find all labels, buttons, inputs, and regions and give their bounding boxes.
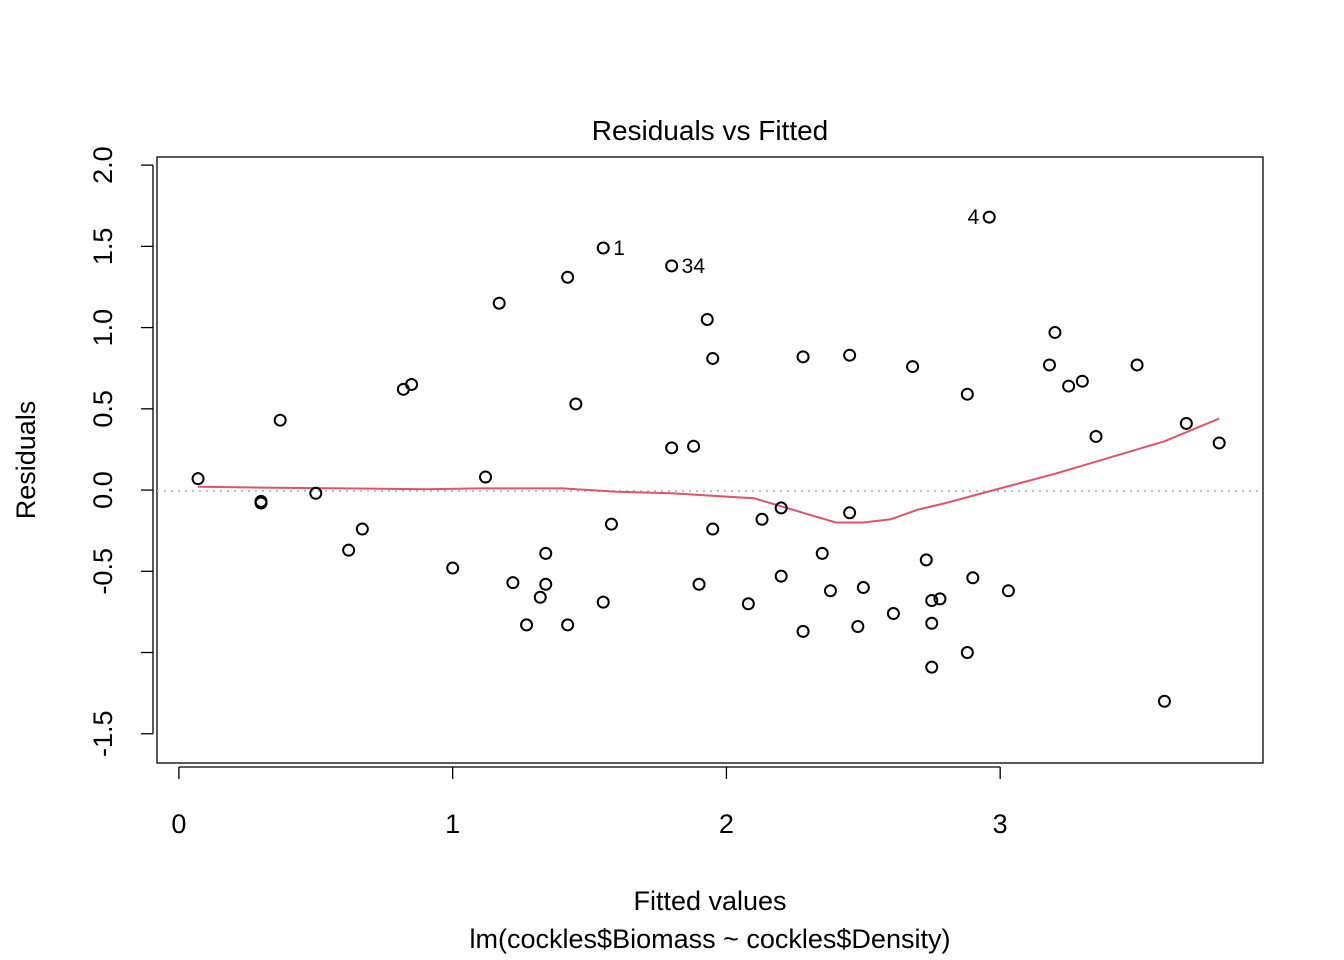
data-point xyxy=(539,577,553,591)
data-point xyxy=(906,360,920,374)
plot-frame xyxy=(156,156,1264,764)
data-point xyxy=(843,506,857,520)
data-point xyxy=(1042,358,1056,372)
smooth-group xyxy=(198,417,1220,524)
data-point xyxy=(960,387,974,401)
data-point xyxy=(665,441,679,455)
data-point xyxy=(309,486,323,500)
data-point xyxy=(1075,374,1089,388)
data-point xyxy=(665,259,679,273)
chart-subtitle: lm(cockles$Biomass ~ cockles$Density) xyxy=(470,924,951,954)
data-point xyxy=(851,620,865,634)
data-point xyxy=(925,616,939,630)
y-tick-label: 0.0 xyxy=(88,471,118,509)
point-label: 4 xyxy=(968,206,980,229)
point-label: 34 xyxy=(682,255,706,278)
data-point xyxy=(687,439,701,453)
x-tick-label: 0 xyxy=(171,809,186,839)
x-tick-label: 3 xyxy=(993,809,1008,839)
data-point xyxy=(1179,416,1193,430)
smooth-line xyxy=(198,417,1220,524)
x-tick-label: 2 xyxy=(719,809,734,839)
y-tick-label: 2.0 xyxy=(88,146,118,184)
data-point xyxy=(1212,436,1226,450)
data-point xyxy=(755,512,769,526)
data-point xyxy=(492,296,506,310)
data-point xyxy=(796,624,810,638)
data-point xyxy=(539,546,553,560)
y-tick-label: 1.0 xyxy=(88,309,118,347)
data-point xyxy=(191,472,205,486)
data-point xyxy=(569,397,583,411)
data-point xyxy=(933,592,947,606)
data-point xyxy=(561,618,575,632)
x-axis-label: Fitted values xyxy=(633,886,786,916)
data-point xyxy=(919,553,933,567)
data-point xyxy=(843,348,857,362)
data-point xyxy=(815,546,829,560)
data-point xyxy=(700,312,714,326)
data-point xyxy=(342,543,356,557)
data-point xyxy=(741,597,755,611)
y-tick-label: 0.5 xyxy=(88,390,118,428)
x-axis: 0 1 2 3 xyxy=(171,766,1008,839)
y-axis: -1.5 -0.5 0.0 0.5 1.0 1.5 2.0 xyxy=(88,146,154,757)
data-point xyxy=(596,241,610,255)
data-point xyxy=(886,607,900,621)
data-point xyxy=(506,576,520,590)
data-point xyxy=(561,270,575,284)
data-point xyxy=(1062,379,1076,393)
data-point xyxy=(1157,694,1171,708)
data-point xyxy=(796,350,810,364)
chart-title: Residuals vs Fitted xyxy=(592,115,829,146)
data-point xyxy=(966,571,980,585)
data-point xyxy=(706,351,720,365)
data-point xyxy=(960,646,974,660)
data-point xyxy=(405,377,419,391)
data-point xyxy=(823,584,837,598)
data-point xyxy=(396,382,410,396)
data-point xyxy=(254,496,268,510)
x-tick-label: 1 xyxy=(445,809,460,839)
y-tick-label: -1.5 xyxy=(88,710,118,757)
data-point xyxy=(479,470,493,484)
data-point xyxy=(273,413,287,427)
points-group xyxy=(191,210,1226,708)
data-point xyxy=(692,577,706,591)
data-point xyxy=(1048,325,1062,339)
data-point xyxy=(706,522,720,536)
point-label: 1 xyxy=(613,237,625,260)
data-point xyxy=(1089,429,1103,443)
data-point xyxy=(1001,584,1015,598)
data-point xyxy=(1130,358,1144,372)
y-axis-label: Residuals xyxy=(11,401,41,520)
y-tick-label: -0.5 xyxy=(88,548,118,595)
data-point xyxy=(856,581,870,595)
data-point xyxy=(982,210,996,224)
data-point xyxy=(533,590,547,604)
data-point xyxy=(596,595,610,609)
y-tick-label: 1.5 xyxy=(88,228,118,266)
data-point xyxy=(774,501,788,515)
data-point xyxy=(925,594,939,608)
data-point xyxy=(355,522,369,536)
data-point xyxy=(604,517,618,531)
data-point xyxy=(925,660,939,674)
data-point xyxy=(446,561,460,575)
data-point xyxy=(520,618,534,632)
point-labels-group: 1 34 4 xyxy=(613,206,979,278)
data-point xyxy=(774,569,788,583)
